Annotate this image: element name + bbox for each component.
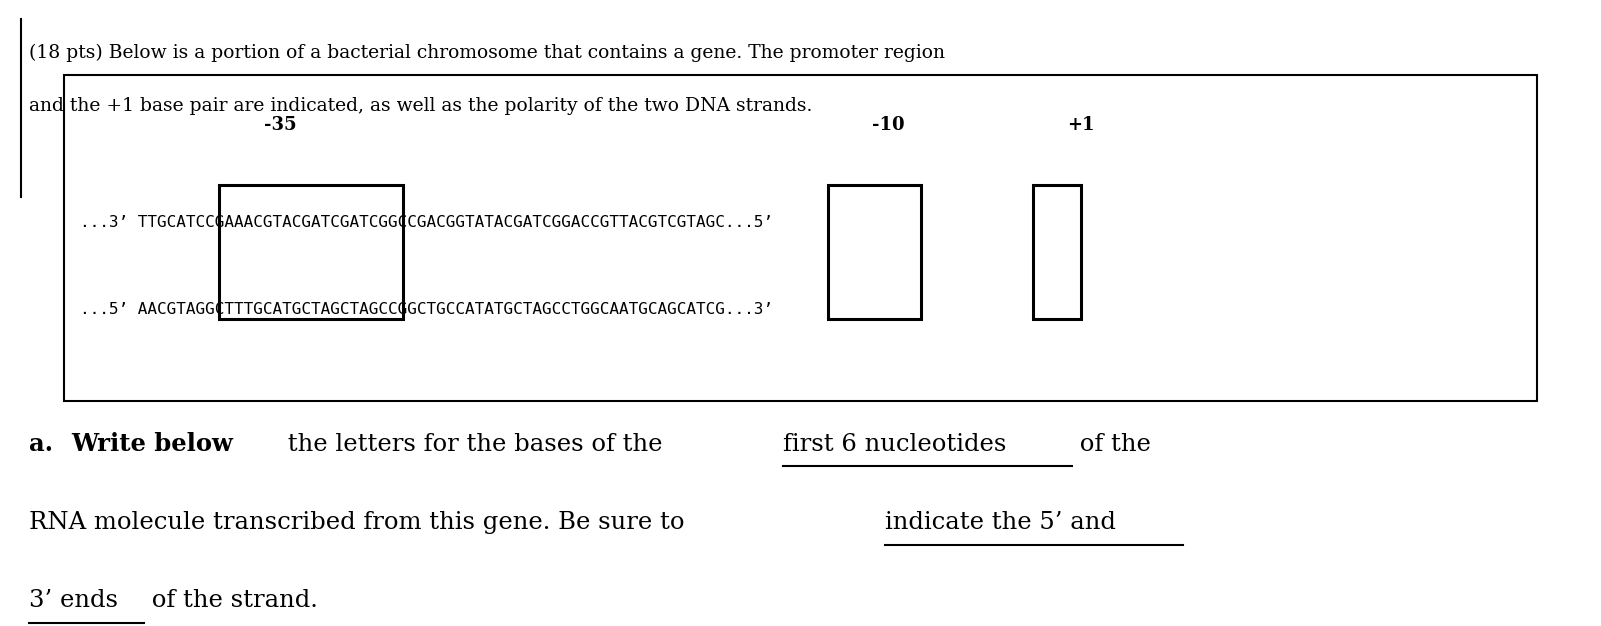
Text: of the: of the xyxy=(1071,433,1151,456)
Bar xyxy=(1033,185,1081,319)
Text: -35: -35 xyxy=(264,116,296,134)
Text: ...3’ TTGCATCCGAAACGTACGATCGATCGGCCGACGGTATACGATCGGACCGTTACGTCGTAGC...5’: ...3’ TTGCATCCGAAACGTACGATCGATCGGCCGACGG… xyxy=(80,215,773,230)
Text: ...5’ AACGTAGGCTTTGCATGCTAGCTAGCCGGCTGCCATATGCTAGCCTGGCAATGCAGCATCG...3’: ...5’ AACGTAGGCTTTGCATGCTAGCTAGCCGGCTGCC… xyxy=(80,302,773,317)
Text: and the +1 base pair are indicated, as well as the polarity of the two DNA stran: and the +1 base pair are indicated, as w… xyxy=(29,97,812,115)
Text: first 6 nucleotides: first 6 nucleotides xyxy=(783,433,1007,456)
Text: 3’ ends: 3’ ends xyxy=(29,589,118,612)
Text: (18 pts) Below is a portion of a bacterial chromosome that contains a gene. The : (18 pts) Below is a portion of a bacteri… xyxy=(29,44,945,62)
Text: the letters for the bases of the: the letters for the bases of the xyxy=(280,433,671,456)
Text: +1: +1 xyxy=(1066,116,1095,134)
Text: -10: -10 xyxy=(873,116,905,134)
Text: Write below: Write below xyxy=(70,432,232,456)
Text: of the strand.: of the strand. xyxy=(144,589,317,612)
Text: indicate the 5’ and: indicate the 5’ and xyxy=(885,511,1116,534)
Text: RNA molecule transcribed from this gene. Be sure to: RNA molecule transcribed from this gene.… xyxy=(29,511,692,534)
Bar xyxy=(219,185,403,319)
Text: a.: a. xyxy=(29,432,61,456)
Bar xyxy=(64,75,1537,401)
Bar xyxy=(828,185,921,319)
